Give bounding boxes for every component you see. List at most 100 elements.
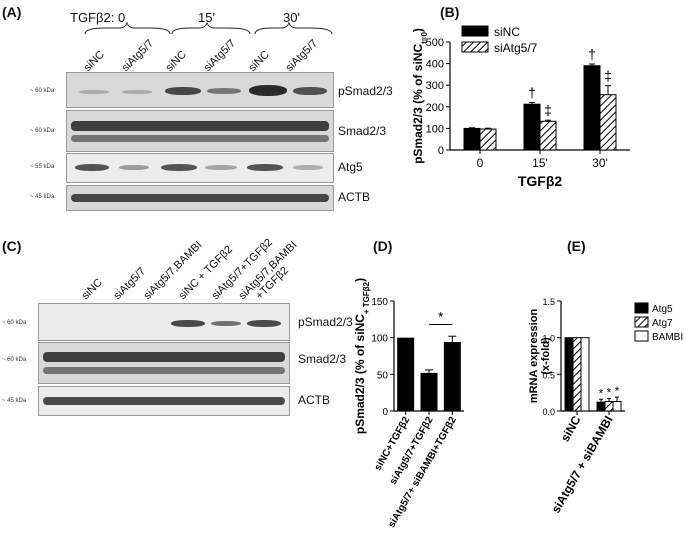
legend-label: Atg5	[652, 304, 673, 315]
y-tick-label: 50	[377, 370, 389, 381]
y-tick-label: 500	[426, 37, 444, 49]
bar	[463, 127, 481, 151]
significance-marker: *	[438, 308, 444, 324]
panel-c-blot-actb	[38, 386, 290, 416]
band	[247, 320, 281, 327]
panel-a-lane-6: siAtg5/7	[283, 37, 321, 74]
band	[211, 321, 241, 326]
y-tick-label: 1.5	[542, 297, 555, 307]
bar	[572, 337, 582, 412]
panel-a-lane-1: siNC	[81, 48, 107, 74]
bar	[599, 94, 617, 151]
band	[43, 397, 285, 405]
band	[119, 165, 149, 170]
band	[122, 90, 152, 94]
band	[165, 87, 201, 95]
panel-a-time-0: 0	[118, 10, 126, 25]
panel-a-label-smad: Smad2/3	[338, 124, 387, 138]
legend-swatch	[461, 41, 489, 53]
significance-marker: *	[615, 384, 620, 398]
panel-a-marker-3: ~ 55 kDa	[30, 164, 55, 170]
band	[207, 88, 241, 94]
bar	[523, 103, 541, 151]
bar	[443, 342, 461, 411]
panel-d-letter: (D)	[373, 238, 393, 254]
bar	[604, 400, 614, 412]
legend-label: siAtg5/7	[494, 41, 538, 55]
panel-a-label-atg5: Atg5	[338, 160, 363, 174]
panel-c-marker-1: ~ 60 kDa	[2, 320, 27, 326]
panel-b-chart: 0 100 200 300 400 500 0 15' 30' † ‡ † ‡ TGFβ2 pSmad2/3…	[411, 25, 630, 189]
band	[71, 135, 329, 142]
x-axis-title: TGFβ2	[518, 173, 563, 189]
panel-e-letter: (E)	[567, 238, 586, 254]
band	[43, 352, 285, 362]
panel-a-blot-atg5	[66, 153, 334, 183]
y-tick-label: 0	[438, 145, 444, 157]
panel-d-chart: 050100150siNC+TGFβ2siAtg5/7+TGFβ2siAtg5/…	[353, 278, 464, 530]
panel-a-marker-2: ~ 60 kDa	[30, 128, 55, 134]
panel-a-lane-2: siAtg5/7	[119, 37, 157, 74]
panel-c-label-psmad: pSmad2/3	[298, 315, 353, 329]
bar	[612, 400, 622, 412]
y-axis-title-2: (x-fold)	[540, 337, 552, 375]
band	[71, 194, 329, 202]
y-tick-label: 1.0	[542, 334, 555, 344]
panel-a-blot-smad	[66, 110, 334, 152]
panel-c-blot-psmad	[38, 303, 290, 341]
bar	[479, 128, 497, 151]
panel-c-marker-2: ~ 60 kDa	[2, 357, 27, 363]
panel-c-label-smad: Smad2/3	[298, 352, 347, 366]
y-axis-title: mRNA expression	[528, 309, 540, 404]
band	[205, 165, 237, 170]
panel-c-lane-2: siAtg5/7	[111, 265, 149, 302]
band	[79, 90, 109, 94]
panel-a-lane-3: siNC	[163, 48, 189, 74]
band	[293, 165, 323, 170]
bar	[539, 120, 557, 151]
y-tick-label: 100	[426, 123, 444, 135]
panel-a-letter: (A)	[2, 4, 22, 20]
panel-a-marker-1: ~ 60 kDa	[30, 88, 55, 94]
panel-c-lane-1: siNC	[79, 276, 105, 302]
band	[161, 164, 197, 171]
y-tick-label: 200	[426, 102, 444, 114]
panel-a-lane-4: siAtg5/7	[201, 37, 239, 74]
band	[247, 164, 283, 171]
y-tick-label: 0.0	[542, 407, 555, 417]
bar	[580, 337, 590, 412]
significance-marker: †	[588, 46, 596, 62]
panel-c-blot-smad	[38, 342, 290, 384]
bar	[583, 65, 601, 151]
panel-a-time-15: 15'	[198, 10, 215, 25]
legend-swatch	[634, 302, 649, 314]
panel-c-label-actb: ACTB	[298, 393, 331, 407]
legend-swatch	[461, 25, 489, 37]
y-tick-label: 0	[382, 407, 388, 418]
x-tick-label: siNC	[558, 413, 584, 444]
panel-a-label-actb: ACTB	[338, 190, 371, 204]
y-tick-label: 300	[426, 80, 444, 92]
band	[249, 85, 287, 96]
x-tick-label: 30'	[592, 156, 608, 170]
legend-label: BAMBI	[652, 332, 683, 343]
y-tick-label: 150	[371, 297, 388, 308]
panel-a-group-braces	[84, 22, 333, 35]
panel-c-lane-3: siAtg5/7,BAMBI	[141, 239, 205, 302]
y-axis-title: pSmad2/3 (% of siNC+ TGFβ2)	[353, 278, 371, 434]
x-tick-label: 15'	[532, 156, 548, 170]
panel-a-treatment-label: TGFβ2:	[70, 10, 115, 25]
y-tick-label: 0.5	[542, 370, 555, 380]
panel-c-marker-3: ~ 45 kDa	[2, 398, 27, 404]
bar	[596, 401, 606, 412]
panel-a-time-30: 30'	[283, 10, 300, 25]
band	[293, 87, 327, 95]
significance-marker: ‡	[544, 102, 552, 118]
band	[171, 320, 205, 327]
legend-swatch	[634, 330, 649, 342]
band	[43, 367, 285, 374]
panel-a-blot-actb	[66, 185, 334, 211]
panel-b-letter: (B)	[440, 4, 460, 20]
panel-a-label-psmad: pSmad2/3	[338, 84, 393, 98]
